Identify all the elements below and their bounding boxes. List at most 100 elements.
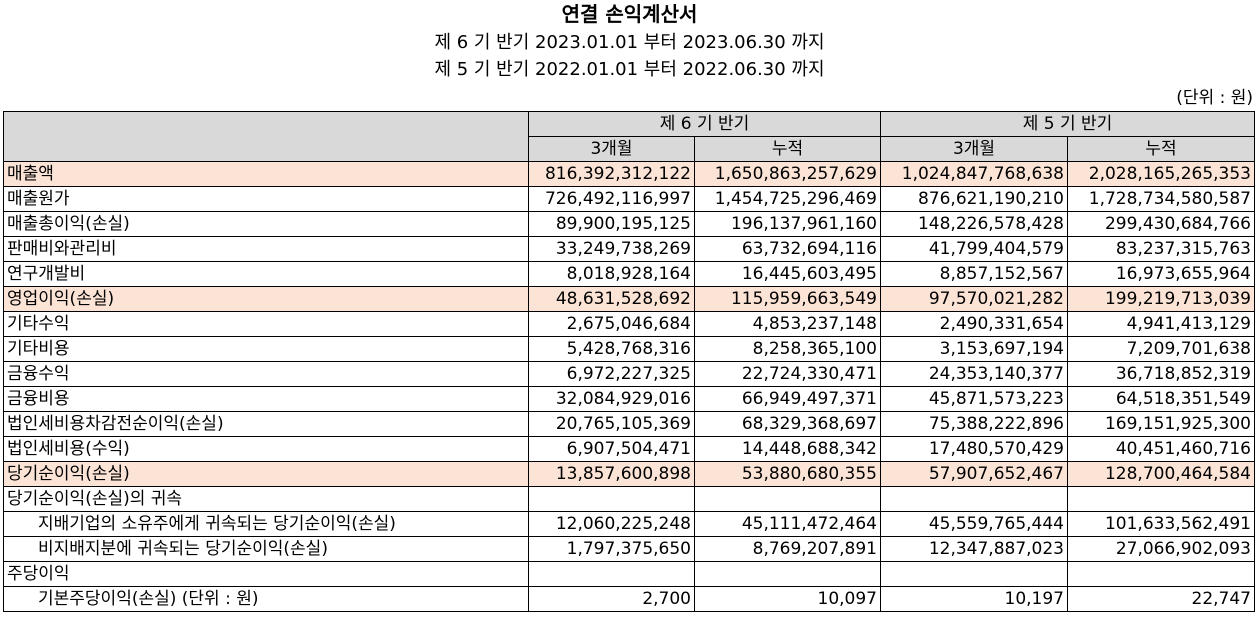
cell-value: 1,650,863,257,629 [694, 161, 881, 187]
row-label: 비지배지분에 귀속되는 당기순이익(손실) [3, 536, 529, 562]
cell-value: 64,518,351,549 [1067, 386, 1255, 412]
cell-value: 128,700,464,584 [1067, 461, 1255, 487]
cell-value: 89,900,195,125 [528, 211, 695, 237]
report-title: 연결 손익계산서 [561, 2, 698, 26]
cell-value: 169,151,925,300 [1067, 411, 1255, 437]
cell-value [694, 486, 881, 512]
cell-value: 2,028,165,265,353 [1067, 161, 1255, 187]
cell-value: 75,388,222,896 [880, 411, 1068, 437]
cell-value: 8,857,152,567 [880, 261, 1068, 287]
cell-value [528, 561, 695, 587]
cell-value: 36,718,852,319 [1067, 361, 1255, 387]
cell-value: 1,797,375,650 [528, 536, 695, 562]
cell-value: 13,857,600,898 [528, 461, 695, 487]
cell-value: 1,728,734,580,587 [1067, 186, 1255, 212]
row-label: 법인세비용차감전순이익(손실) [3, 411, 529, 437]
cell-value: 14,448,688,342 [694, 436, 881, 462]
cell-value: 1,024,847,768,638 [880, 161, 1068, 187]
col-group-prior: 제 5 기 반기 [880, 111, 1255, 137]
period-current: 제 6 기 반기 2023.01.01 부터 2023.06.30 까지 [434, 32, 825, 53]
table-row-finance-income: 금융수익 6,972,227,325 22,724,330,471 24,353… [3, 361, 1255, 387]
table-row-rnd: 연구개발비 8,018,928,164 16,445,603,495 8,857… [3, 261, 1255, 287]
cell-value: 57,907,652,467 [880, 461, 1068, 487]
row-label: 매출총이익(손실) [3, 211, 529, 237]
cell-value: 12,060,225,248 [528, 511, 695, 537]
income-statement-table: 제 6 기 반기 제 5 기 반기 3개월 누적 3개월 누적 매출액 816,… [3, 111, 1255, 612]
row-label: 주당이익 [3, 561, 529, 587]
row-label: 기본주당이익(손실) (단위 : 원) [3, 586, 529, 612]
row-label: 기타수익 [3, 311, 529, 337]
row-label: 금융비용 [3, 386, 529, 412]
row-label: 당기순이익(손실)의 귀속 [3, 486, 529, 512]
cell-value: 3,153,697,194 [880, 336, 1068, 362]
cell-value: 22,747 [1067, 586, 1255, 612]
cell-value: 115,959,663,549 [694, 286, 881, 312]
cell-value: 148,226,578,428 [880, 211, 1068, 237]
cell-value: 4,853,237,148 [694, 311, 881, 337]
cell-value: 83,237,315,763 [1067, 236, 1255, 262]
cell-value [528, 486, 695, 512]
table-subheader-row: 3개월 누적 3개월 누적 [4, 136, 1255, 162]
table-row-gross-profit: 매출총이익(손실) 89,900,195,125 196,137,961,160… [3, 211, 1255, 237]
cell-value: 8,769,207,891 [694, 536, 881, 562]
cell-value: 10,097 [694, 586, 881, 612]
cell-value: 7,209,701,638 [1067, 336, 1255, 362]
row-label: 금융수익 [3, 361, 529, 387]
cell-value: 816,392,312,122 [528, 161, 695, 187]
cell-value: 33,249,738,269 [528, 236, 695, 262]
table-row-net-income: 당기순이익(손실) 13,857,600,898 53,880,680,355 … [3, 461, 1255, 487]
cell-value: 101,633,562,491 [1067, 511, 1255, 537]
table-row-other-expense: 기타비용 5,428,768,316 8,258,365,100 3,153,6… [3, 336, 1255, 362]
subcol-current-cum: 누적 [694, 136, 881, 162]
subcol-prior-cum: 누적 [1067, 136, 1255, 162]
row-label: 판매비와관리비 [3, 236, 529, 262]
cell-value: 22,724,330,471 [694, 361, 881, 387]
cell-value: 63,732,694,116 [694, 236, 881, 262]
cell-value: 12,347,887,023 [880, 536, 1068, 562]
cell-value: 8,018,928,164 [528, 261, 695, 287]
table-row-operating-income: 영업이익(손실) 48,631,528,692 115,959,663,549 … [3, 286, 1255, 312]
cell-value [880, 486, 1068, 512]
row-label: 연구개발비 [3, 261, 529, 287]
col-group-current: 제 6 기 반기 [528, 111, 881, 137]
table-row-revenue: 매출액 816,392,312,122 1,650,863,257,629 1,… [3, 161, 1255, 187]
table-header-row: 제 6 기 반기 제 5 기 반기 [3, 111, 1255, 162]
cell-value: 48,631,528,692 [528, 286, 695, 312]
cell-value: 32,084,929,016 [528, 386, 695, 412]
subcol-current-3m: 3개월 [528, 136, 695, 162]
cell-value: 45,559,765,444 [880, 511, 1068, 537]
cell-value: 6,907,504,471 [528, 436, 695, 462]
table-row-pretax-income: 법인세비용차감전순이익(손실) 20,765,105,369 68,329,36… [3, 411, 1255, 437]
row-label: 기타비용 [3, 336, 529, 362]
cell-value: 68,329,368,697 [694, 411, 881, 437]
cell-value [1067, 486, 1255, 512]
cell-value: 45,111,472,464 [694, 511, 881, 537]
report-header: 연결 손익계산서 제 6 기 반기 2023.01.01 부터 2023.06.… [0, 0, 1259, 612]
row-label: 영업이익(손실) [3, 286, 529, 312]
cell-value: 66,949,497,371 [694, 386, 881, 412]
row-label: 법인세비용(수익) [3, 436, 529, 462]
table-row-basic-eps: 기본주당이익(손실) (단위 : 원) 2,700 10,097 10,197 … [3, 586, 1255, 612]
table-row-noncontrolling-share: 비지배지분에 귀속되는 당기순이익(손실) 1,797,375,650 8,76… [3, 536, 1255, 562]
cell-value: 196,137,961,160 [694, 211, 881, 237]
cell-value: 16,445,603,495 [694, 261, 881, 287]
cell-value: 4,941,413,129 [1067, 311, 1255, 337]
cell-value: 8,258,365,100 [694, 336, 881, 362]
cell-value: 27,066,902,093 [1067, 536, 1255, 562]
cell-value: 299,430,684,766 [1067, 211, 1255, 237]
cell-value: 20,765,105,369 [528, 411, 695, 437]
cell-value: 10,197 [880, 586, 1068, 612]
table-row-cost-of-sales: 매출원가 726,492,116,997 1,454,725,296,469 8… [3, 186, 1255, 212]
cell-value: 40,451,460,716 [1067, 436, 1255, 462]
cell-value: 2,700 [528, 586, 695, 612]
cell-value: 17,480,570,429 [880, 436, 1068, 462]
table-row-finance-cost: 금융비용 32,084,929,016 66,949,497,371 45,87… [3, 386, 1255, 412]
table-row-net-income-attribution: 당기순이익(손실)의 귀속 [3, 486, 1255, 512]
table-row-other-income: 기타수익 2,675,046,684 4,853,237,148 2,490,3… [3, 311, 1255, 337]
row-label: 매출액 [3, 161, 529, 187]
cell-value: 199,219,713,039 [1067, 286, 1255, 312]
cell-value: 6,972,227,325 [528, 361, 695, 387]
row-label: 매출원가 [3, 186, 529, 212]
cell-value: 53,880,680,355 [694, 461, 881, 487]
cell-value: 2,675,046,684 [528, 311, 695, 337]
